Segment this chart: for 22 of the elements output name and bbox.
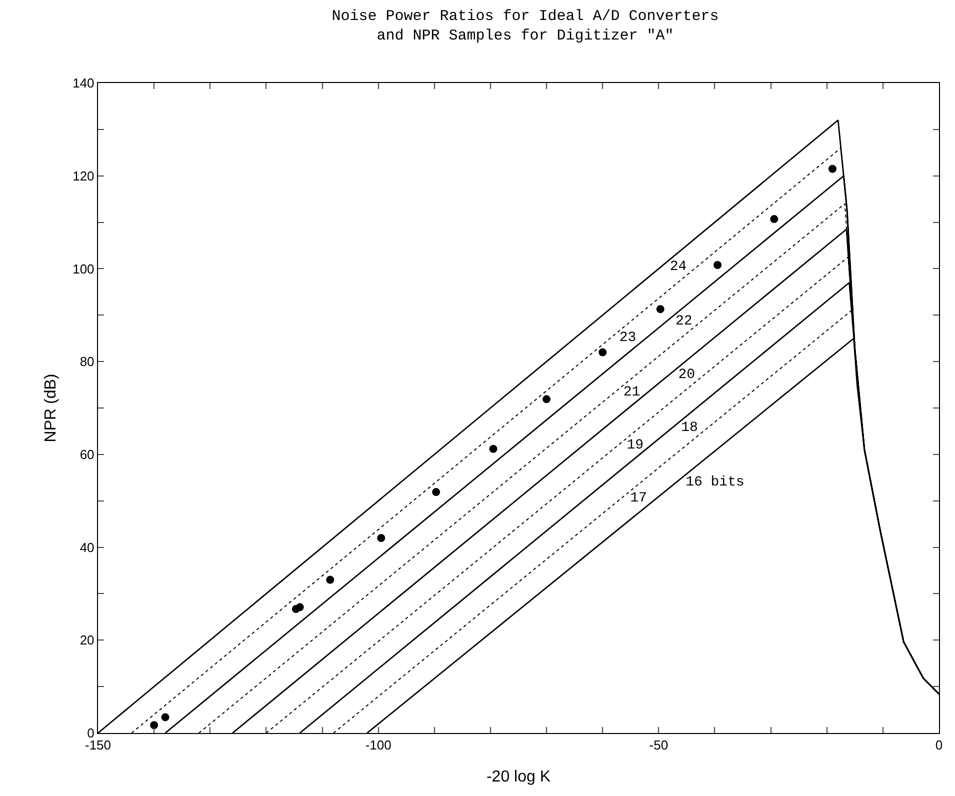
series-label: 17 (630, 490, 647, 507)
series-label: 21 (623, 384, 640, 401)
y-tick-label: 100 (72, 261, 94, 276)
y-tick-label: 20 (80, 632, 94, 648)
y-tick-label: 80 (80, 354, 94, 370)
series-label: 19 (626, 438, 644, 454)
series-label: 16 bits (686, 474, 744, 490)
series-label: 18 (681, 420, 698, 436)
y-tick-label: 40 (80, 540, 94, 555)
series-label: 24 (670, 258, 687, 275)
y-tick-label: 140 (72, 76, 94, 91)
x-tick-label: -100 (365, 738, 392, 753)
series-label: 22 (675, 313, 692, 330)
series-label: 23 (619, 330, 636, 346)
y-tick-label: 60 (80, 446, 94, 462)
x-tick-label: -50 (649, 738, 668, 753)
x-tick-label: 0 (935, 738, 943, 753)
y-tick-label: 120 (72, 168, 94, 184)
series-label: 20 (678, 366, 696, 383)
y-axis-title: NPR (dB) (42, 374, 60, 442)
x-axis-title: -20 log K (486, 768, 551, 786)
chart-title: Noise Power Ratios for Ideal A/D Converters and NPR Samples for Digitizer "A" (332, 8, 719, 44)
